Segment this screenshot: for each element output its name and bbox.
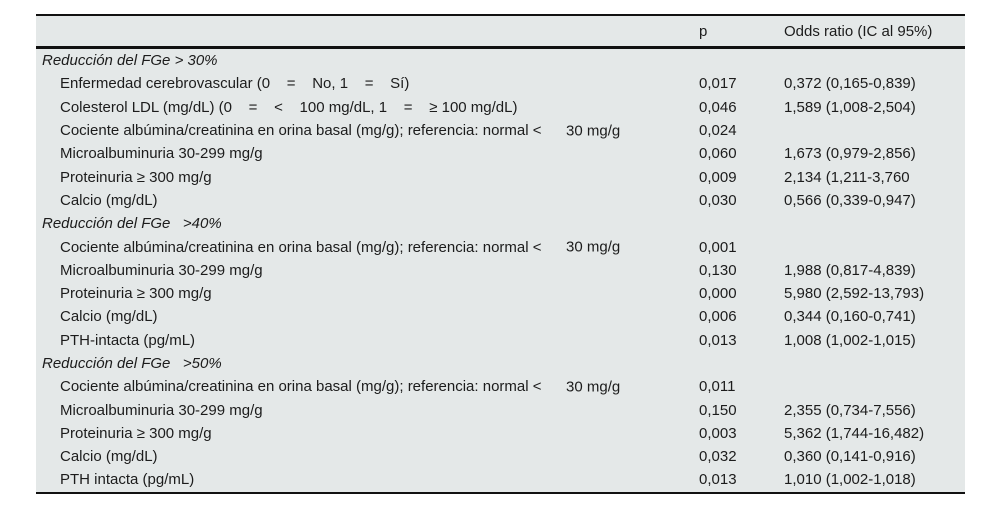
odds-ratio-value: 0,566 (0,339-0,947) (784, 191, 916, 209)
table-row: Proteinuria ≥ 300 mg/g 0,003 5,362 (1,744-… (36, 422, 965, 445)
table-row: PTH-intacta (pg/mL) 0,013 1,008 (1,002-1,0… (36, 329, 965, 352)
odds-ratio-value: 2,134 (1,211-3,760 (784, 168, 910, 186)
section-heading-row: Reducción del FGe >50% (36, 352, 965, 375)
section-heading: Reducción del FGe > 30% (42, 52, 218, 70)
header-odds-ratio-cell: Odds ratio (IC al 95%) (784, 22, 933, 40)
row-label-cell: Cociente albúmina/creatinina en orina ba… (36, 239, 699, 256)
table-row: Cociente albúmina/creatinina en orina ba… (36, 235, 965, 258)
table-row: Cociente albúmina/creatinina en orina ba… (36, 375, 965, 398)
table-row: Colesterol LDL (mg/dL) (0 = < 100 mg/dL,… (36, 96, 965, 119)
section-heading-row: Reducción del FGe > 30% (36, 49, 965, 72)
table-row: Cociente albúmina/creatinina en orina ba… (36, 119, 965, 142)
odds-ratio-value: 0,344 (0,160-0,741) (784, 308, 916, 326)
p-value: 0,001 (699, 238, 737, 256)
row-label: Colesterol LDL (mg/dL) (0 = < 100 mg/dL,… (60, 98, 518, 116)
row-label: Proteinuria ≥ 300 mg/g (60, 168, 212, 186)
row-label: Cociente albúmina/creatinina en orina ba… (60, 378, 542, 396)
section-heading: Reducción del FGe >50% (42, 355, 222, 372)
table-row: Microalbuminuria 30-299 mg/g 0,130 1,988 (… (36, 259, 965, 282)
row-label: Microalbuminuria 30-299 mg/g (60, 145, 263, 163)
row-label: Calcio (mg/dL) (60, 448, 158, 466)
table-row: Enfermedad cerebrovascular (0 = No, 1 = … (36, 72, 965, 95)
row-label: PTH intacta (pg/mL) (60, 471, 195, 489)
odds-ratio-value: 1,589 (1,008-2,504) (784, 98, 916, 116)
row-label-cell: Colesterol LDL (mg/dL) (0 = < 100 mg/dL,… (36, 99, 699, 116)
row-label-cell: Calcio (mg/dL) (36, 448, 699, 465)
row-label-cell: Proteinuria ≥ 300 mg/g (36, 169, 699, 186)
row-label: Calcio (mg/dL) (60, 308, 158, 326)
row-label: Calcio (mg/dL) (60, 191, 158, 209)
table-row: Proteinuria ≥ 300 mg/g 0,009 2,134 (1,211-… (36, 165, 965, 188)
row-label: Proteinuria ≥ 300 mg/g (60, 424, 212, 442)
row-label-suffix: 30 mg/g (566, 122, 621, 140)
table-row: Calcio (mg/dL) 0,006 0,344 (0,160-0,741) (36, 305, 965, 328)
table-row: Proteinuria ≥ 300 mg/g 0,000 5,980 (2,592-… (36, 282, 965, 305)
row-label-cell: PTH intacta (pg/mL) (36, 471, 699, 488)
row-label-cell: Proteinuria ≥ 300 mg/g (36, 285, 699, 302)
p-value: 0,030 (699, 191, 737, 209)
row-label-suffix: 30 mg/g (566, 378, 621, 396)
section-heading-row: Reducción del FGe >40% (36, 212, 965, 235)
p-value: 0,006 (699, 308, 737, 326)
p-value: 0,060 (699, 145, 737, 163)
row-label: Proteinuria ≥ 300 mg/g (60, 285, 212, 303)
odds-ratio-value: 5,980 (2,592-13,793) (784, 285, 925, 303)
row-label-cell: Microalbuminuria 30-299 mg/g (36, 145, 699, 162)
p-value: 0,024 (699, 122, 737, 140)
p-value: 0,000 (699, 285, 737, 303)
table-row: Microalbuminuria 30-299 mg/g 0,060 1,673 (… (36, 142, 965, 165)
row-label-cell: Calcio (mg/dL) (36, 308, 699, 325)
p-value: 0,017 (699, 75, 737, 93)
p-value: 0,003 (699, 424, 737, 442)
odds-ratio-value: 1,673 (0,979-2,856) (784, 145, 916, 163)
table-row: Microalbuminuria 30-299 mg/g 0,150 2,355 (… (36, 398, 965, 421)
table-row: PTH intacta (pg/mL) 0,013 1,010 (1,002-1,0… (36, 468, 965, 491)
odds-ratio-value: 2,355 (0,734-7,556) (784, 401, 916, 419)
row-label-cell: Cociente albúmina/creatinina en orina ba… (36, 122, 699, 139)
table-row: Calcio (mg/dL) 0,032 0,360 (0,141-0,916) (36, 445, 965, 468)
table-row: Calcio (mg/dL) 0,030 0,566 (0,339-0,947) (36, 189, 965, 212)
row-label-cell: Microalbuminuria 30-299 mg/g (36, 262, 699, 279)
p-value: 0,046 (699, 98, 737, 116)
row-label: Cociente albúmina/creatinina en orina ba… (60, 238, 542, 256)
row-label: PTH-intacta (pg/mL) (60, 331, 196, 349)
row-label-cell: Cociente albúmina/creatinina en orina ba… (36, 378, 699, 395)
row-label-cell: Microalbuminuria 30-299 mg/g (36, 402, 699, 419)
odds-ratio-value: 5,362 (1,744-16,482) (784, 424, 925, 442)
odds-ratio-value: 1,988 (0,817-4,839) (784, 261, 916, 279)
row-label-cell: Enfermedad cerebrovascular (0 = No, 1 = … (36, 75, 699, 92)
row-label-cell: Calcio (mg/dL) (36, 192, 699, 209)
table-header-row: p Odds ratio (IC al 95%) (36, 16, 965, 49)
p-value: 0,130 (699, 261, 737, 279)
row-label-cell: Proteinuria ≥ 300 mg/g (36, 425, 699, 442)
row-label-cell: PTH-intacta (pg/mL) (36, 332, 699, 349)
p-value: 0,150 (699, 401, 737, 419)
row-label-suffix: 30 mg/g (566, 238, 621, 256)
row-label: Enfermedad cerebrovascular (0 = No, 1 = … (60, 75, 410, 93)
odds-ratio-value: 1,010 (1,002-1,018) (784, 471, 916, 489)
row-label: Cociente albúmina/creatinina en orina ba… (60, 122, 542, 140)
p-value: 0,013 (699, 471, 737, 489)
table-body: Reducción del FGe > 30% Enfermedad cerebr… (36, 49, 965, 492)
odds-ratio-value: 0,372 (0,165-0,839) (784, 75, 916, 93)
header-p-cell: p (699, 22, 708, 40)
p-value: 0,009 (699, 168, 737, 186)
p-value: 0,011 (699, 378, 736, 396)
row-label: Microalbuminuria 30-299 mg/g (60, 401, 263, 419)
section-heading: Reducción del FGe >40% (42, 215, 222, 233)
odds-ratio-table: p Odds ratio (IC al 95%) Reducción del F… (36, 14, 965, 494)
odds-ratio-value: 1,008 (1,002-1,015) (784, 331, 916, 349)
row-label: Microalbuminuria 30-299 mg/g (60, 261, 263, 279)
odds-ratio-value: 0,360 (0,141-0,916) (784, 448, 916, 466)
p-value: 0,032 (699, 448, 737, 466)
p-value: 0,013 (699, 331, 737, 349)
